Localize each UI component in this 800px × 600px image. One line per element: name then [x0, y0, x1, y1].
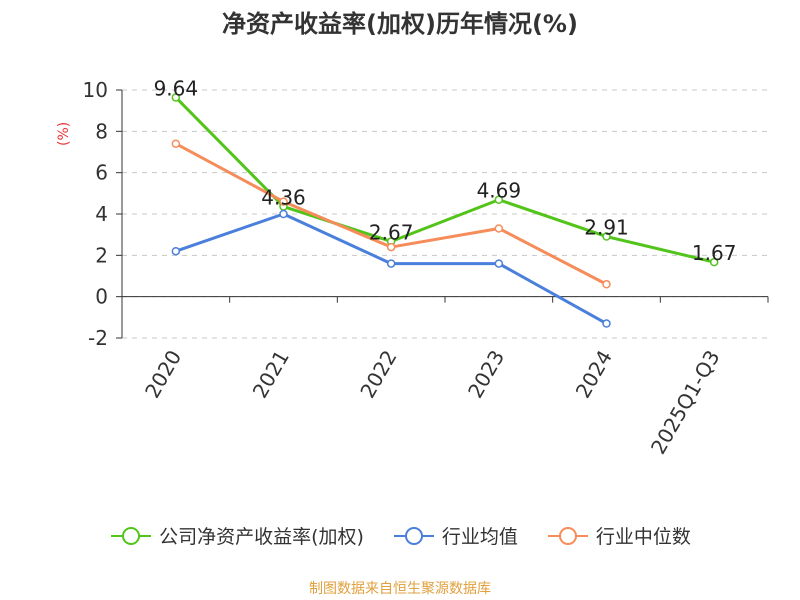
legend-label: 行业中位数	[595, 526, 691, 548]
y-tick-label: -2	[88, 326, 108, 350]
legend-label: 行业均值	[441, 526, 518, 548]
legend-label: 公司净资产收益率(加权)	[159, 526, 364, 548]
series-line-0	[174, 96, 715, 264]
y-tick-label: 10	[83, 78, 108, 102]
legend-item-1[interactable]: 行业均值	[392, 522, 518, 549]
data-point	[386, 242, 396, 252]
y-tick-label: 0	[95, 285, 108, 309]
data-label: 2.67	[369, 220, 414, 244]
x-tick-label: 2023	[463, 346, 509, 402]
data-point	[602, 280, 611, 289]
x-tick-label: 2020	[140, 346, 186, 402]
x-tick-label: 2021	[248, 346, 294, 402]
data-point	[494, 259, 504, 268]
chart-legend: 公司净资产收益率(加权) 行业均值 行业中位数	[0, 522, 800, 549]
data-label: 4.69	[477, 179, 522, 203]
y-tick-label: 2	[95, 243, 108, 267]
data-label: 9.64	[154, 76, 199, 100]
data-point	[709, 257, 719, 267]
data-point	[602, 319, 611, 328]
x-tick-label: 2022	[355, 346, 401, 402]
data-point	[171, 93, 181, 102]
legend-marker-icon	[393, 526, 434, 545]
legend-marker-icon	[111, 526, 152, 545]
legend-item-0[interactable]: 公司净资产收益率(加权)	[109, 522, 364, 549]
data-point	[279, 197, 288, 206]
data-label: 2.91	[584, 216, 629, 240]
y-tick-label: 8	[95, 119, 108, 143]
legend-item-2[interactable]: 行业中位数	[546, 522, 691, 549]
data-point	[279, 209, 288, 219]
data-point	[494, 224, 504, 233]
x-tick-label: 2024	[571, 346, 617, 402]
data-label: 1.67	[692, 241, 737, 265]
data-point	[494, 195, 504, 204]
source-note: 制图数据来自恒生聚源数据库	[309, 581, 491, 597]
data-point	[602, 232, 611, 241]
data-point	[171, 246, 181, 256]
chart-title: 净资产收益率(加权)历年情况(%)	[222, 10, 578, 38]
data-point	[386, 259, 396, 268]
y-tick-label: 6	[95, 161, 108, 185]
legend-marker-icon	[547, 526, 588, 545]
data-point	[171, 139, 181, 148]
data-label: 4.36	[261, 186, 306, 210]
y-tick-label: 4	[95, 202, 108, 226]
x-tick-label: 2025Q1-Q3	[646, 346, 725, 458]
